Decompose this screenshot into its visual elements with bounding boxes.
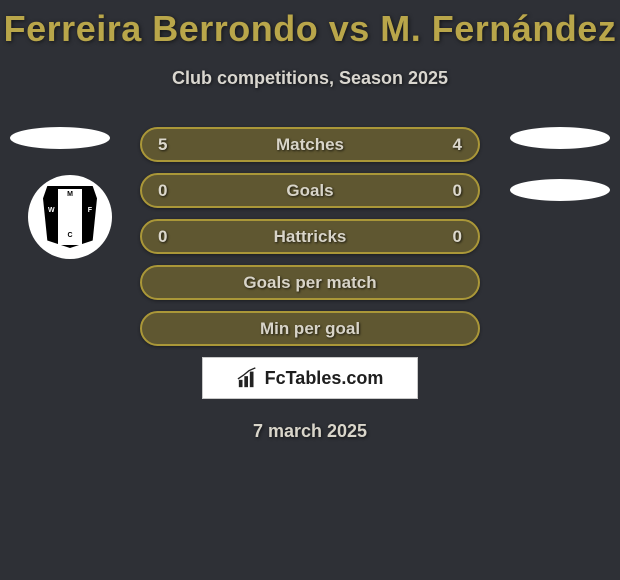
team-left-badge: M W F C <box>28 175 112 259</box>
stat-label-matches: Matches <box>276 135 344 155</box>
stat-row-gpm: Goals per match <box>140 265 480 300</box>
stat-label-gpm: Goals per match <box>243 273 376 293</box>
stat-row-mpg: Min per goal <box>140 311 480 346</box>
stat-label-hattricks: Hattricks <box>274 227 347 247</box>
page-subtitle: Club competitions, Season 2025 <box>0 68 620 89</box>
stat-label-mpg: Min per goal <box>260 319 360 339</box>
brand-text: FcTables.com <box>265 368 384 389</box>
date-label: 7 march 2025 <box>0 421 620 442</box>
brand-badge: FcTables.com <box>202 357 418 399</box>
stat-row-goals: 0 Goals 0 <box>140 173 480 208</box>
stat-label-goals: Goals <box>286 181 333 201</box>
player-right-avatar-2 <box>510 179 610 201</box>
stat-right-matches: 4 <box>453 135 462 155</box>
stat-right-goals: 0 <box>453 181 462 201</box>
stat-left-goals: 0 <box>158 181 167 201</box>
shield-icon: M W F C <box>43 186 97 248</box>
stat-row-matches: 5 Matches 4 <box>140 127 480 162</box>
stat-left-matches: 5 <box>158 135 167 155</box>
player-left-avatar <box>10 127 110 149</box>
stat-left-hattricks: 0 <box>158 227 167 247</box>
comparison-area: M W F C 5 Matches 4 0 Goals 0 0 Hattrick… <box>0 127 620 442</box>
bar-chart-icon <box>237 367 259 389</box>
stat-right-hattricks: 0 <box>453 227 462 247</box>
stat-row-hattricks: 0 Hattricks 0 <box>140 219 480 254</box>
page-title: Ferreira Berrondo vs M. Fernández <box>0 0 620 50</box>
player-right-avatar-1 <box>510 127 610 149</box>
stats-column: 5 Matches 4 0 Goals 0 0 Hattricks 0 Goal… <box>140 127 480 346</box>
